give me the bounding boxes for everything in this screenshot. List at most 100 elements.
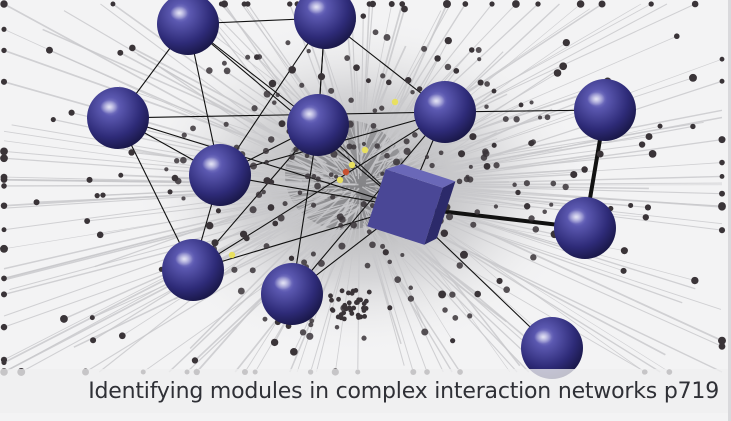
small-node-dot: [645, 133, 653, 141]
small-node-dot: [1, 360, 7, 366]
small-node-dot: [285, 40, 291, 46]
small-node-dot: [299, 82, 305, 88]
spoke-line: [372, 3, 451, 144]
spoke-line: [372, 210, 546, 373]
small-node-dot: [328, 172, 334, 178]
spoke-line: [160, 67, 324, 179]
small-node-dot: [190, 125, 196, 132]
spoke-line: [390, 125, 694, 183]
small-node-dot: [456, 262, 463, 269]
small-node-dot: [338, 312, 344, 318]
hub-edge: [117, 117, 406, 208]
small-node-dot: [523, 203, 531, 210]
small-node-dot: [513, 116, 520, 123]
spoke-line: [390, 109, 723, 176]
small-node-dot: [361, 335, 367, 341]
small-node-dot: [360, 13, 367, 19]
small-node-dot: [339, 288, 345, 294]
small-node-dot: [128, 149, 135, 156]
spoke-line: [366, 82, 390, 138]
small-node-dot: [718, 342, 726, 350]
small-node-dot: [484, 81, 490, 87]
spoke-line: [3, 49, 339, 171]
small-node-dot: [372, 29, 379, 36]
small-node-dot: [384, 152, 390, 159]
small-node-dot: [174, 158, 180, 164]
sphere-icon: [414, 81, 476, 143]
small-node-dot: [401, 5, 408, 13]
spoke-line: [382, 223, 518, 373]
spoke-line: [360, 16, 364, 162]
small-node-dot: [118, 172, 124, 178]
small-node-dot: [299, 329, 307, 336]
small-node-dot: [518, 102, 524, 108]
small-node-dot: [438, 150, 444, 156]
spoke-line: [334, 204, 360, 373]
small-node-dot: [334, 174, 339, 179]
small-node-dot: [314, 182, 321, 190]
small-node-dot: [174, 177, 182, 185]
small-node-dot: [475, 47, 482, 53]
small-node-dot: [421, 328, 429, 336]
small-node-dot: [304, 153, 310, 159]
small-node-dot: [0, 244, 8, 253]
small-node-dot: [366, 289, 372, 295]
small-node-dot: [596, 150, 604, 158]
caption-title: Identifying modules in complex interacti…: [88, 378, 719, 404]
spoke-line: [378, 88, 421, 177]
small-node-dot: [221, 60, 227, 66]
spoke-line: [363, 3, 393, 146]
spoke-line: [371, 229, 443, 295]
small-node-dot: [237, 287, 245, 295]
small-node-dot: [644, 204, 652, 211]
spoke-line: [359, 3, 371, 177]
small-node-dot: [46, 46, 53, 54]
small-node-dot: [553, 69, 562, 77]
small-node-dot: [336, 296, 341, 302]
small-node-dot: [94, 193, 100, 199]
spoke-line: [413, 184, 723, 195]
small-node-dot: [491, 142, 497, 148]
small-node-dot: [0, 323, 8, 331]
small-node-dot: [90, 337, 97, 344]
small-node-dot: [434, 55, 441, 62]
sphere-icon: [287, 94, 349, 156]
small-node-dot: [503, 286, 510, 293]
spoke-line: [368, 3, 448, 176]
small-node-dot: [288, 255, 295, 261]
small-node-dot: [89, 315, 95, 321]
small-node-dot: [444, 36, 452, 45]
small-node-dot: [493, 204, 499, 209]
small-node-dot: [468, 164, 473, 169]
small-node-dot: [311, 173, 317, 179]
small-node-dot: [249, 206, 257, 214]
small-node-dot: [301, 259, 308, 266]
small-node-dot: [469, 133, 477, 141]
small-node-dot: [718, 336, 726, 345]
small-node-dot: [493, 162, 500, 169]
small-node-dot: [249, 162, 257, 170]
small-node-dot: [372, 108, 378, 113]
small-node-dot: [532, 226, 540, 233]
small-node-dot: [1, 275, 7, 282]
small-node-dot: [380, 243, 386, 249]
small-node-dot: [290, 348, 298, 356]
small-node-dot: [570, 170, 578, 179]
small-node-dot: [245, 54, 251, 60]
spoke-line: [3, 185, 323, 207]
small-node-dot: [442, 307, 448, 313]
small-node-dot: [361, 305, 366, 311]
spoke-line: [3, 130, 356, 186]
spoke-line: [415, 184, 723, 208]
small-node-dot: [1, 26, 7, 32]
small-node-dot: [387, 305, 393, 311]
sphere-icon: [261, 263, 323, 325]
small-node-dot: [353, 64, 360, 71]
small-node-dot: [392, 158, 401, 166]
highlight-dot: [336, 176, 344, 184]
small-node-dot: [689, 73, 697, 82]
small-node-dot: [249, 267, 256, 274]
small-node-dot: [421, 45, 428, 52]
small-node-dot: [407, 295, 415, 302]
